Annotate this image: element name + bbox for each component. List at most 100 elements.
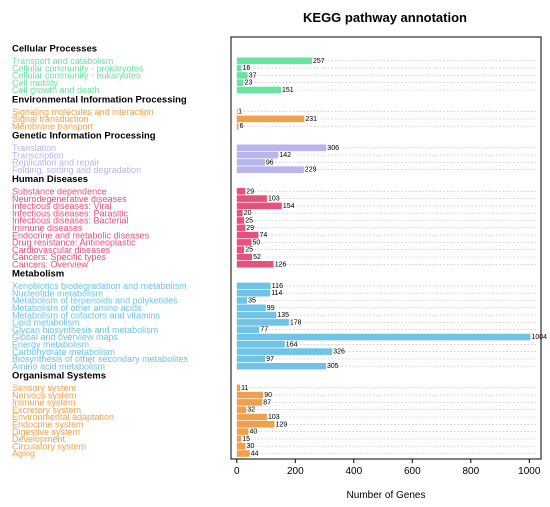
bar-transcription <box>236 151 279 159</box>
bar-cellular-community-eukaryotes <box>236 72 248 79</box>
chart-title: KEGG pathway annotation <box>303 10 467 25</box>
bar-metabolism-of-other-amino-acids <box>236 304 266 312</box>
value-label: 23 <box>245 80 253 87</box>
value-label: 29 <box>246 188 254 195</box>
category-label-folding-sorting-and-degradation: Folding, sorting and degradation <box>12 165 141 175</box>
category-label-development: Development <box>12 434 66 444</box>
category-label-replication-and-repair: Replication and repair <box>12 158 100 168</box>
value-label: 25 <box>245 247 253 254</box>
x-tick-label: 600 <box>404 466 421 477</box>
value-label: 29 <box>246 225 254 232</box>
bar-membrane-transport <box>236 122 239 130</box>
bar-circulatory-system <box>236 442 246 450</box>
category-label-glycan-biosynthesis-and-metabolism: Glycan biosynthesis and metabolism <box>12 325 158 335</box>
value-label: 40 <box>250 429 258 436</box>
value-label: 164 <box>286 341 298 348</box>
value-label: 96 <box>266 159 274 166</box>
category-label-metabolism-of-cofactors-and-vitamins: Metabolism of cofactors and vitamins <box>12 310 161 320</box>
bar-metabolism-of-cofactors-and-vitamins <box>236 311 277 319</box>
value-label: 326 <box>333 349 345 356</box>
value-label: 257 <box>313 58 325 65</box>
bar-infectious-diseases-viral <box>236 202 282 210</box>
value-label: 231 <box>305 116 317 123</box>
bar-endocrine-and-metabolic-diseases <box>236 231 259 239</box>
bar-sensory-system <box>236 384 240 392</box>
value-label: 87 <box>263 399 271 406</box>
value-label: 103 <box>268 196 280 203</box>
bar-cellular-community-prokaryotes <box>236 64 242 72</box>
bar-immune-system <box>236 399 263 406</box>
category-label-endocrine-and-metabolic-diseases: Endocrine and metabolic diseases <box>12 230 150 240</box>
x-tick-label: 0 <box>234 466 240 477</box>
category-label-membrane-transport: Membrane transport <box>12 121 94 131</box>
bar-endocrine-system <box>236 421 275 428</box>
category-label-energy-metabolism: Energy metabolism <box>12 340 89 350</box>
category-label-translation: Translation <box>12 143 56 153</box>
value-label: 90 <box>264 392 272 399</box>
value-label: 25 <box>245 218 253 225</box>
category-label-immune-diseases: Immune diseases <box>12 223 83 233</box>
value-label: 103 <box>268 414 280 421</box>
bar-infectious-diseases-parasitic <box>236 209 243 217</box>
bar-translation <box>236 144 327 152</box>
bar-cell-motility <box>236 79 244 86</box>
group-header-environmental-information-processing: Environmental Information Processing <box>12 94 187 105</box>
category-label-global-and-overview-maps: Global and overview maps <box>12 332 119 342</box>
value-label: 97 <box>266 356 274 363</box>
category-label-neurodegenerative-diseases: Neurodegenerative diseases <box>12 194 127 204</box>
bar-substance-dependence <box>236 188 246 195</box>
value-label: 178 <box>290 319 302 326</box>
bar-development <box>236 435 242 443</box>
category-label-cell-growth-and-death: Cell growth and death <box>12 85 100 95</box>
category-label-biosynthesis-of-other-secondary-metabolites: Biosynthesis of other secondary metaboli… <box>12 354 189 364</box>
category-label-cancers-specific-types: Cancers: Specific types <box>12 252 107 262</box>
group-header-cellular-processes: Cellular Processes <box>12 44 97 55</box>
value-label: 142 <box>279 152 291 159</box>
bar-biosynthesis-of-other-secondary-metabolites <box>236 355 266 363</box>
value-label: 35 <box>248 298 256 305</box>
value-label: 30 <box>247 443 255 450</box>
plot-frame <box>230 36 542 460</box>
value-label: 114 <box>271 290 282 297</box>
category-label-xenobiotics-biodegradation-and-metabolism: Xenobiotics biodegradation and metabolis… <box>12 281 187 291</box>
bar-lipid-metabolism <box>236 319 289 326</box>
value-label: 52 <box>253 254 261 261</box>
category-label-carbohydrate-metabolism: Carbohydrate metabolism <box>12 347 115 357</box>
bar-energy-metabolism <box>236 341 285 348</box>
value-label: 74 <box>260 232 268 239</box>
category-label-aging: Aging <box>12 449 35 459</box>
value-label: 154 <box>283 203 295 210</box>
category-label-metabolism-of-terpenoids-and-polyketides: Metabolism of terpenoids and polyketides <box>12 296 178 306</box>
value-label: 129 <box>276 421 288 428</box>
value-label: 77 <box>260 327 268 334</box>
value-label: 37 <box>249 72 257 79</box>
x-tick-label: 800 <box>462 466 479 477</box>
value-label: 11 <box>241 385 248 392</box>
category-label-nervous-system: Nervous system <box>12 390 77 400</box>
category-label-infectious-diseases-bacterial: Infectious diseases: Bacterial <box>12 216 129 226</box>
bar-infectious-diseases-bacterial <box>236 217 245 224</box>
category-label-digestive-system: Digestive system <box>12 427 80 437</box>
category-label-substance-dependence: Substance dependence <box>12 187 107 197</box>
bar-drug-resistance-antineoplastic <box>236 239 252 246</box>
x-tick-label: 1000 <box>518 466 541 477</box>
category-label-cellular-community-prokaryotes: Cellular community - prokaryotes <box>12 63 144 73</box>
bar-neurodegenerative-diseases <box>236 195 267 202</box>
x-tick-label: 200 <box>287 466 304 477</box>
value-label: 116 <box>272 283 283 290</box>
bar-digestive-system <box>236 428 249 435</box>
value-label: 229 <box>305 167 317 174</box>
value-label: 305 <box>327 363 339 370</box>
bar-glycan-biosynthesis-and-metabolism <box>236 326 260 333</box>
category-label-signal-transduction: Signal transduction <box>12 114 89 124</box>
value-label: 6 <box>240 123 244 130</box>
bar-global-and-overview-maps <box>236 333 531 341</box>
group-header-metabolism: Metabolism <box>12 269 64 280</box>
category-label-cancers-overview: Cancers: Overview <box>12 260 89 270</box>
category-label-infectious-diseases-parasitic: Infectious diseases: Parasitic <box>12 208 129 218</box>
value-label: 15 <box>242 436 250 443</box>
category-label-transport-and-catabolism: Transport and catabolism <box>12 56 113 66</box>
group-header-genetic-information-processing: Genetic Information Processing <box>12 131 156 142</box>
